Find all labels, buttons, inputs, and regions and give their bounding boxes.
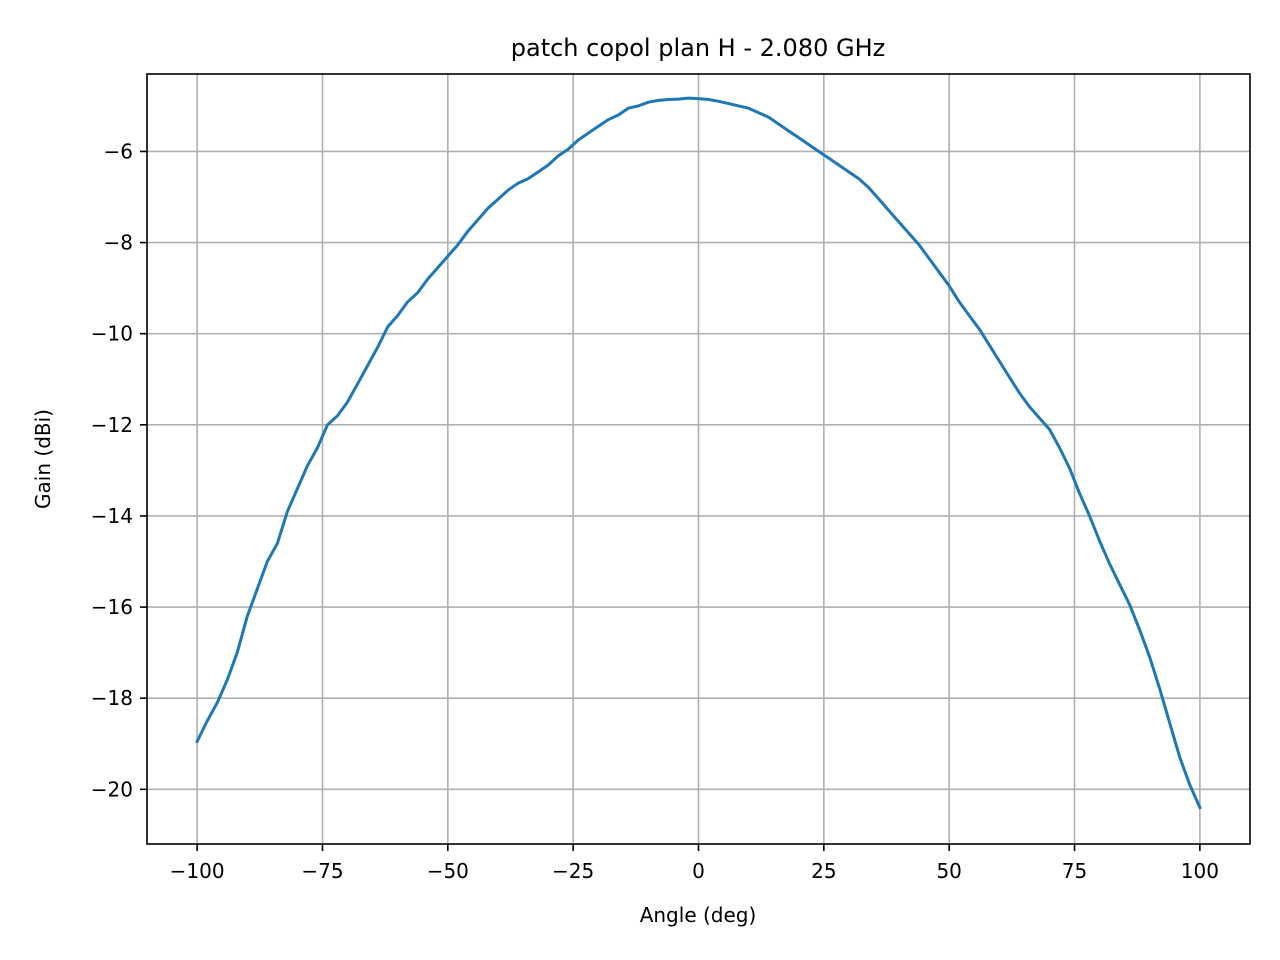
y-tick-label: −14	[91, 504, 133, 528]
x-grid	[196, 74, 1201, 844]
x-tick-label: 100	[1181, 859, 1219, 883]
x-tick-label: 50	[936, 859, 961, 883]
y-tick-label: −6	[104, 139, 133, 163]
x-axis-ticks: −100 −75 −50 −25 0 25 50 75 100	[170, 844, 1219, 883]
y-tick-label: −12	[91, 413, 133, 437]
x-tick-label: −100	[170, 859, 225, 883]
x-tick-label: 25	[811, 859, 836, 883]
x-axis-label: Angle (deg)	[640, 903, 757, 927]
gain-series-line	[195, 96, 1202, 810]
x-tick-label: −50	[427, 859, 469, 883]
y-axis-ticks: −20 −18 −16 −14 −12 −10 −8 −6	[91, 139, 147, 801]
y-tick-label: −18	[91, 686, 133, 710]
chart-title: patch copol plan H - 2.080 GHz	[511, 34, 885, 62]
y-tick-label: −20	[91, 777, 133, 801]
x-tick-label: 0	[692, 859, 705, 883]
y-grid	[147, 150, 1250, 791]
y-tick-label: −8	[104, 231, 133, 255]
y-tick-label: −16	[91, 595, 133, 619]
x-tick-label: −75	[301, 859, 343, 883]
series-layer	[195, 96, 1202, 810]
y-axis-label: Gain (dBi)	[31, 409, 55, 509]
x-tick-label: 75	[1062, 859, 1087, 883]
y-tick-label: −10	[91, 322, 133, 346]
x-tick-label: −25	[552, 859, 594, 883]
